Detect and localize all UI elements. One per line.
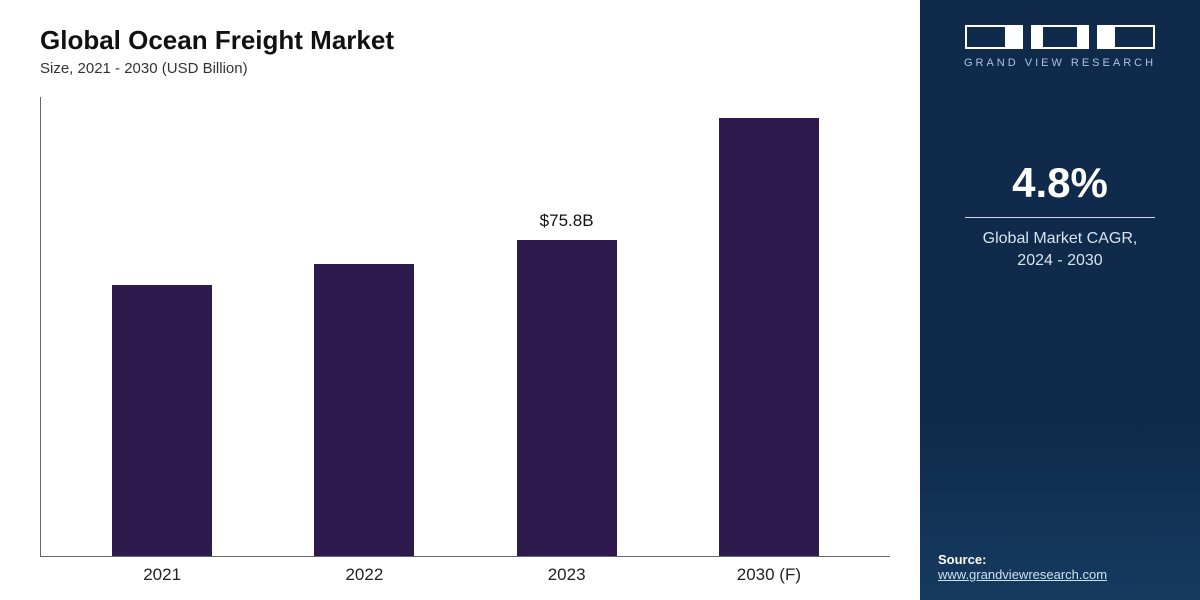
cagr-label: Global Market CAGR, 2024 - 2030: [983, 228, 1138, 273]
source-block: Source: www.grandviewresearch.com: [938, 552, 1182, 582]
x-axis-label: 2030 (F): [668, 565, 870, 585]
main-chart-area: Global Ocean Freight Market Size, 2021 -…: [0, 0, 920, 600]
x-axis-label: 2022: [263, 565, 465, 585]
brand-name: GRAND VIEW RESEARCH: [964, 57, 1156, 69]
bar-column: [668, 97, 870, 556]
bar: [517, 240, 617, 556]
bar-column: [61, 97, 263, 556]
chart-title: Global Ocean Freight Market: [40, 25, 890, 56]
brand-logo: [965, 25, 1155, 49]
bar: [314, 264, 414, 556]
logo-glyph-icon: [1031, 25, 1089, 49]
cagr-label-line2: 2024 - 2030: [1017, 252, 1102, 269]
bar-column: [263, 97, 465, 556]
cagr-divider: [965, 217, 1155, 218]
bar: [719, 118, 819, 556]
chart-subtitle: Size, 2021 - 2030 (USD Billion): [40, 60, 890, 77]
bar: [112, 285, 212, 556]
source-label: Source:: [938, 552, 986, 567]
x-axis-labels: 2021202220232030 (F): [41, 557, 890, 585]
chart-plot: $75.8B: [40, 97, 890, 557]
logo-glyph-icon: [1097, 25, 1155, 49]
sidebar-panel: GRAND VIEW RESEARCH 4.8% Global Market C…: [920, 0, 1200, 600]
x-axis-label: 2021: [61, 565, 263, 585]
cagr-value: 4.8%: [1012, 159, 1108, 207]
logo-glyph-icon: [965, 25, 1023, 49]
cagr-label-line1: Global Market CAGR,: [983, 230, 1138, 247]
bar-value-label: $75.8B: [540, 211, 594, 231]
source-url: www.grandviewresearch.com: [938, 567, 1107, 582]
chart-wrap: $75.8B 2021202220232030 (F): [40, 97, 890, 585]
x-axis-label: 2023: [466, 565, 668, 585]
bar-column: $75.8B: [466, 97, 668, 556]
